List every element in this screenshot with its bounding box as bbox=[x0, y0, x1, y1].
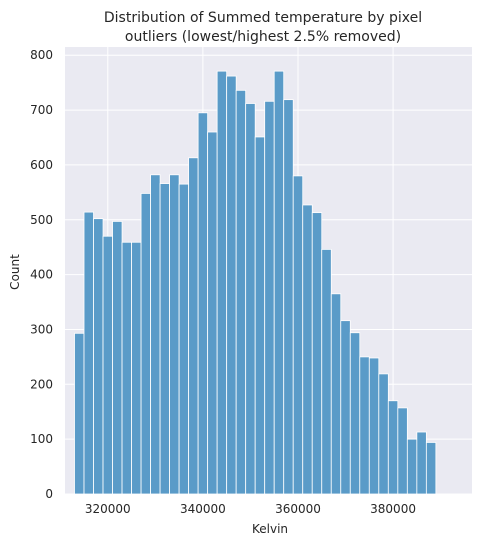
y-tick-label-2: 200 bbox=[30, 377, 53, 391]
histogram-bar-20 bbox=[264, 100, 275, 495]
histogram-bar-1 bbox=[83, 211, 94, 495]
histogram-bar-15 bbox=[216, 70, 228, 495]
y-tick-label-8: 800 bbox=[30, 48, 53, 62]
histogram-bar-9 bbox=[159, 183, 171, 495]
histogram-bar-3 bbox=[102, 235, 113, 495]
histogram-bar-26 bbox=[321, 248, 332, 495]
y-tick-label-7: 700 bbox=[30, 103, 53, 117]
y-tick-label-6: 600 bbox=[30, 158, 53, 172]
y-axis-label: Count bbox=[8, 254, 22, 290]
histogram-bar-36 bbox=[416, 431, 427, 495]
y-tick-label-5: 500 bbox=[30, 213, 53, 227]
histogram-bar-14 bbox=[207, 131, 218, 495]
histogram-bar-22 bbox=[283, 99, 294, 495]
y-tick-label-1: 100 bbox=[30, 432, 53, 446]
x-axis-label: Kelvin bbox=[252, 522, 288, 536]
y-tick-label-0: 0 bbox=[45, 487, 53, 501]
histogram-bar-34 bbox=[397, 407, 408, 495]
histogram-bar-25 bbox=[311, 212, 323, 495]
x-tick-label-2: 360000 bbox=[275, 502, 321, 516]
x-tick-label-1: 340000 bbox=[180, 502, 226, 516]
histogram-bar-7 bbox=[140, 193, 151, 495]
histogram-bar-10 bbox=[169, 174, 180, 495]
chart-title-line-1: Distribution of Summed temperature by pi… bbox=[104, 10, 422, 26]
histogram-bar-33 bbox=[387, 400, 399, 495]
histogram-bar-37 bbox=[425, 442, 437, 495]
histogram-bar-23 bbox=[292, 175, 304, 495]
histogram-bar-31 bbox=[368, 357, 380, 495]
histogram-bar-13 bbox=[197, 112, 209, 495]
histogram-bar-18 bbox=[245, 103, 256, 495]
histogram-bar-29 bbox=[349, 332, 361, 495]
histogram-bar-30 bbox=[359, 356, 370, 495]
y-tick-label-4: 400 bbox=[30, 268, 53, 282]
histogram-bar-8 bbox=[150, 174, 161, 495]
histogram-bar-21 bbox=[273, 70, 285, 495]
histogram-bar-19 bbox=[254, 136, 266, 495]
y-tick-label-3: 300 bbox=[30, 322, 53, 336]
histogram-bar-17 bbox=[235, 89, 247, 495]
histogram-bar-32 bbox=[378, 373, 389, 495]
histogram-bar-24 bbox=[302, 204, 313, 495]
histogram-bar-5 bbox=[121, 241, 132, 495]
histogram-bar-16 bbox=[226, 75, 237, 495]
x-tick-label-3: 380000 bbox=[370, 502, 416, 516]
histogram-bar-11 bbox=[178, 183, 190, 495]
histogram-bar-27 bbox=[330, 293, 342, 495]
histogram-bar-4 bbox=[112, 221, 123, 495]
chart-title-line-2: outliers (lowest/highest 2.5% removed) bbox=[125, 29, 401, 45]
x-tick-label-0: 320000 bbox=[85, 502, 131, 516]
histogram-bar-28 bbox=[340, 320, 351, 495]
histogram-bar-6 bbox=[131, 241, 142, 495]
histogram-bar-0 bbox=[74, 332, 85, 495]
histogram-bar-12 bbox=[188, 157, 199, 495]
histogram-bar-2 bbox=[93, 218, 104, 495]
histogram-bar-35 bbox=[406, 438, 418, 495]
